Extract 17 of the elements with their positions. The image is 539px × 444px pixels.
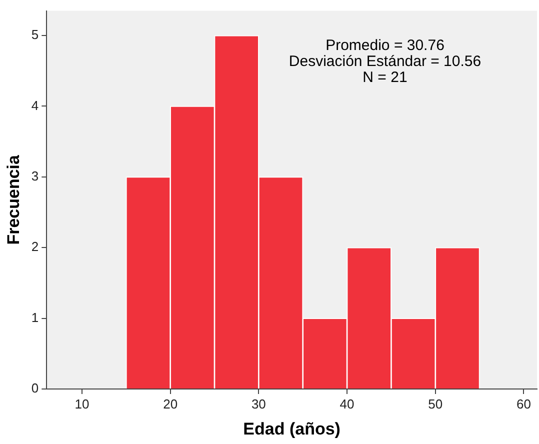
x-axis-title: Edad (años) bbox=[243, 419, 340, 438]
x-tick-label: 20 bbox=[163, 396, 178, 412]
x-tick-label: 10 bbox=[74, 396, 90, 412]
y-tick-label: 0 bbox=[31, 380, 39, 396]
annotation: N = 21 bbox=[362, 68, 408, 86]
annotation: Desviación Estándar = 10.56 bbox=[288, 52, 482, 70]
y-tick-label: 3 bbox=[31, 168, 39, 184]
y-tick-label: 1 bbox=[31, 310, 39, 325]
annotation: Promedio = 30.76 bbox=[326, 36, 444, 54]
y-tick-label: 2 bbox=[31, 239, 39, 254]
x-tick-label: 40 bbox=[340, 396, 354, 412]
x-tick-label: 60 bbox=[516, 396, 531, 412]
x-tick-label: 30 bbox=[251, 396, 266, 412]
x-tick-label: 50 bbox=[428, 396, 443, 412]
y-tick-label: 5 bbox=[31, 27, 39, 42]
y-axis-title: Frecuencia bbox=[4, 154, 23, 245]
y-tick-label: 4 bbox=[31, 98, 39, 113]
